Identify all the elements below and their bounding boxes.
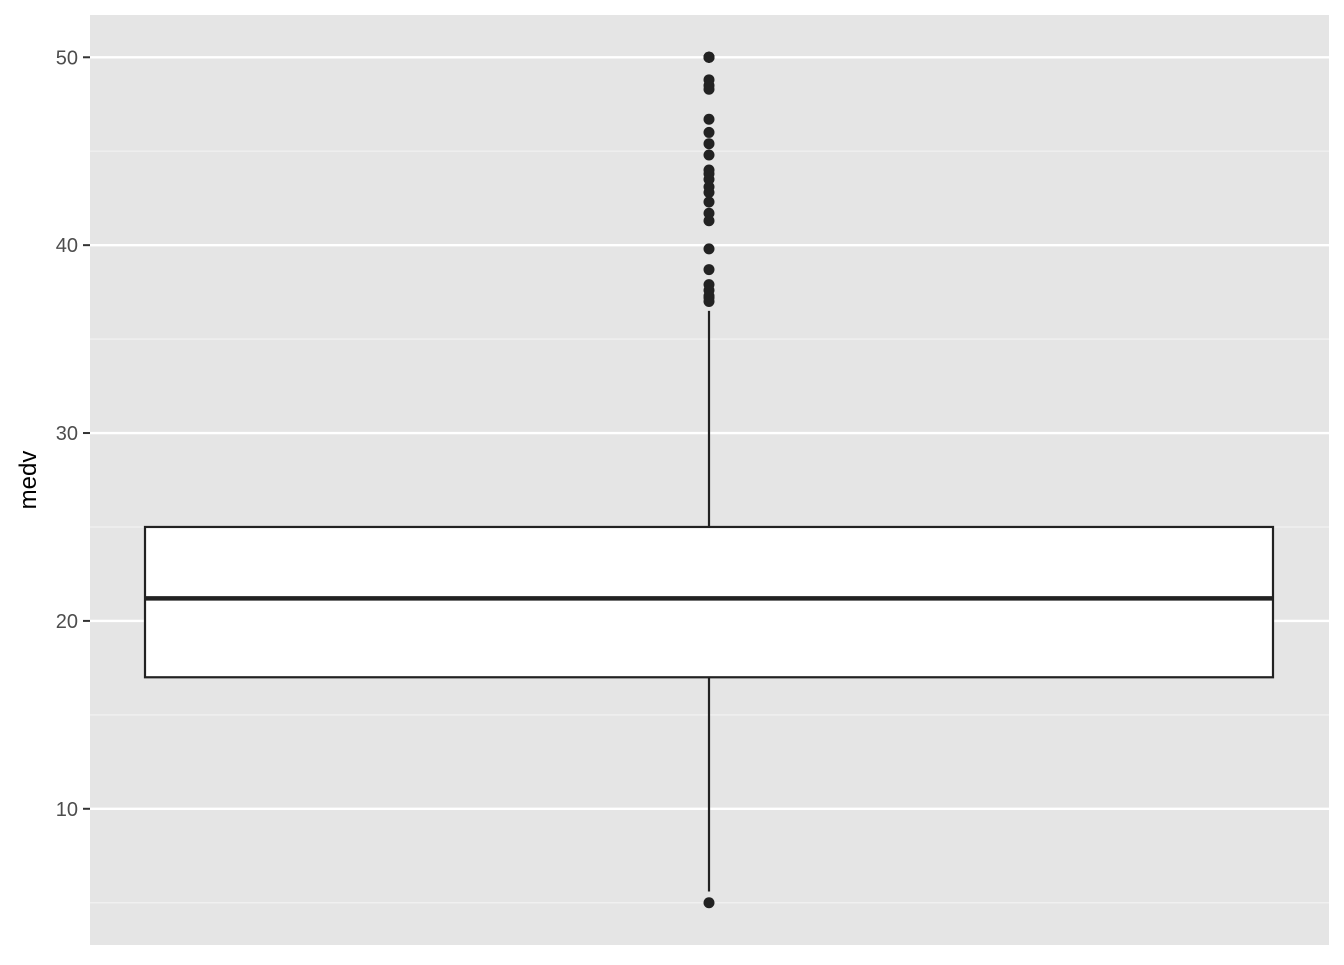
outlier-point (703, 243, 715, 255)
y-axis: 10 20 30 40 50 (56, 47, 90, 821)
outlier-point (703, 138, 715, 150)
outlier-point (703, 149, 715, 161)
box-group (143, 525, 1275, 679)
outlier-point (703, 83, 715, 95)
outlier-point (703, 196, 715, 208)
outlier-points (703, 51, 715, 909)
outlier-point (703, 264, 715, 276)
outlier-point (703, 187, 715, 199)
iqr-box (143, 525, 1275, 679)
outlier-point (703, 296, 715, 308)
outlier-point (703, 51, 715, 63)
y-axis-title: medv (15, 451, 42, 510)
outlier-point (703, 897, 715, 909)
outlier-point (703, 173, 715, 185)
outlier-point (703, 126, 715, 138)
y-tick-label: 10 (56, 799, 78, 821)
outlier-point (703, 215, 715, 227)
outlier-point (703, 207, 715, 219)
y-tick-label: 40 (56, 235, 78, 257)
y-tick-label: 20 (56, 611, 78, 633)
y-tick-label: 30 (56, 423, 78, 445)
outlier-point (703, 113, 715, 125)
y-tick-label: 50 (56, 47, 78, 69)
